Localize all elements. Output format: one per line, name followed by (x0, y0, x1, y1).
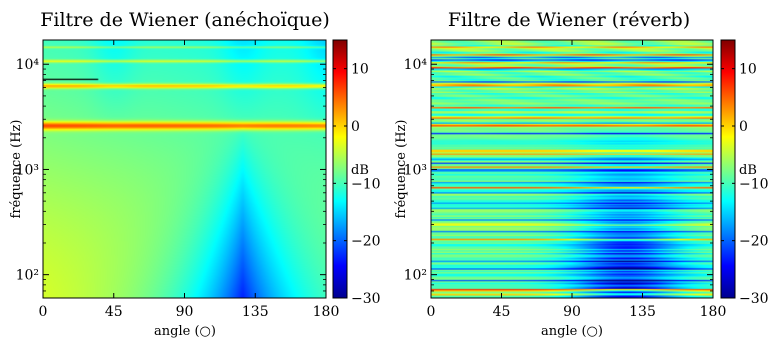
colorbar-ticks: 10 0 −10 −20 −30 (721, 62, 769, 307)
colorbar-tick-label: 10 (351, 62, 369, 78)
y-tick-label: 10³ (404, 162, 427, 178)
chart-title: Filtre de Wiener (réverb) (448, 9, 690, 31)
heatmap-image (43, 40, 326, 298)
colorbar-ticks: 10 0 −10 −20 −30 (333, 62, 381, 307)
x-tick-label: 90 (563, 304, 581, 320)
panel-reverb: Filtre de Wiener (réverb) 0 45 90 135 180 10… (394, 9, 769, 339)
colorbar-tick-label: −30 (351, 291, 381, 307)
y-tick-label: 10⁴ (404, 57, 428, 73)
colorbar-tick-label: 0 (351, 119, 360, 135)
x-tick-label: 45 (105, 304, 123, 320)
y-axis-label: fréquence (Hz) (9, 120, 24, 219)
chart-title: Filtre de Wiener (anéchoïque) (40, 9, 330, 31)
x-axis: 0 45 90 135 180 (39, 40, 340, 320)
x-axis-label: angle (○) (154, 324, 216, 339)
x-tick-label: 135 (242, 304, 269, 320)
y-axis: 10² 10³ 10⁴ (16, 57, 326, 299)
y-axis-label: fréquence (Hz) (394, 120, 409, 219)
x-tick-label: 90 (176, 304, 194, 320)
y-tick-label: 10³ (16, 162, 39, 178)
x-tick-label: 0 (39, 304, 48, 320)
heatmap-image (431, 40, 713, 298)
colorbar-tick-label: −20 (739, 234, 769, 250)
colorbar-label: dB (739, 163, 757, 178)
x-tick-label: 45 (493, 304, 511, 320)
y-axis: 10² 10³ 10⁴ (404, 57, 713, 299)
x-tick-label: 135 (629, 304, 656, 320)
colorbar-tick-label: −10 (351, 176, 381, 192)
x-tick-label: 180 (313, 304, 340, 320)
x-tick-label: 180 (700, 304, 727, 320)
colorbar-tick-label: −10 (739, 176, 769, 192)
y-tick-label: 10² (16, 268, 39, 284)
colorbar (332, 39, 348, 299)
colorbar (720, 39, 736, 299)
colorbar-label: dB (351, 163, 369, 178)
colorbar-tick-label: 0 (739, 119, 748, 135)
x-axis-label: angle (○) (541, 324, 603, 339)
colorbar-tick-label: −20 (351, 234, 381, 250)
x-axis: 0 45 90 135 180 (427, 40, 727, 320)
y-tick-label: 10⁴ (16, 57, 40, 73)
x-tick-label: 0 (427, 304, 436, 320)
panel-anechoic: Filtre de Wiener (anéchoïque) 0 45 90 135 18… (9, 9, 381, 339)
colorbar-tick-label: −30 (739, 291, 769, 307)
y-tick-label: 10² (404, 268, 427, 284)
colorbar-tick-label: 10 (739, 62, 757, 78)
